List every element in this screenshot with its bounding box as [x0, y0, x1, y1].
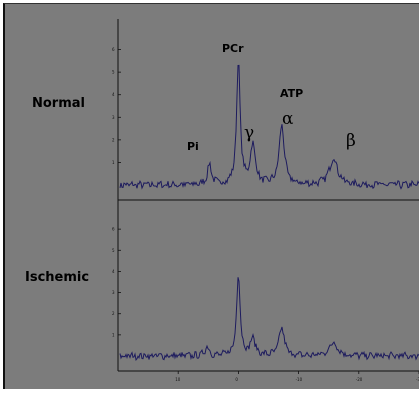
spectrum-trace-normal: [119, 64, 419, 190]
axes-frame: [117, 19, 419, 374]
annotation-beta: β: [346, 131, 356, 151]
y-tick-label: 5: [112, 248, 115, 253]
y-tick-label: 6: [112, 47, 115, 52]
y-tick-label: 1: [112, 160, 115, 165]
y-tick-label: 1: [112, 332, 115, 337]
y-tick-label: 4: [112, 269, 115, 274]
x-tick-label: 0: [235, 377, 238, 382]
spectrum-trace-ischemic: [119, 277, 419, 362]
y-tick-label: 2: [112, 137, 115, 142]
annotation-atp: ATP: [280, 87, 303, 100]
y-tick-label: 4: [112, 92, 115, 97]
y-tick-label: 3: [112, 115, 115, 120]
panel-label-ischemic: Ischemic: [25, 270, 89, 285]
x-tick-label: 10: [175, 377, 181, 382]
tick-labels: 1 2 3 4 5 6 1 2 3 4 5 6 10 0 -10 -20 -30: [112, 47, 419, 382]
x-tick-label: -20: [356, 377, 363, 382]
annotation-alpha: α: [282, 109, 294, 129]
y-tick-label: 5: [112, 70, 115, 75]
annotation-pi: Pi: [187, 140, 199, 153]
y-tick-label: 2: [112, 311, 115, 316]
x-tick-label: -10: [296, 377, 303, 382]
panel-label-normal: Normal: [32, 96, 85, 111]
x-tick-label: -30: [416, 377, 419, 382]
nmr-spectra-plot: Normal Ischemic Pi PCr ATP γ α β 1234561…: [25, 19, 419, 382]
annotation-pcr: PCr: [222, 42, 244, 55]
annotation-gamma: γ: [244, 123, 254, 143]
y-tick-label: 3: [112, 290, 115, 295]
y-tick-label: 6: [112, 227, 115, 232]
